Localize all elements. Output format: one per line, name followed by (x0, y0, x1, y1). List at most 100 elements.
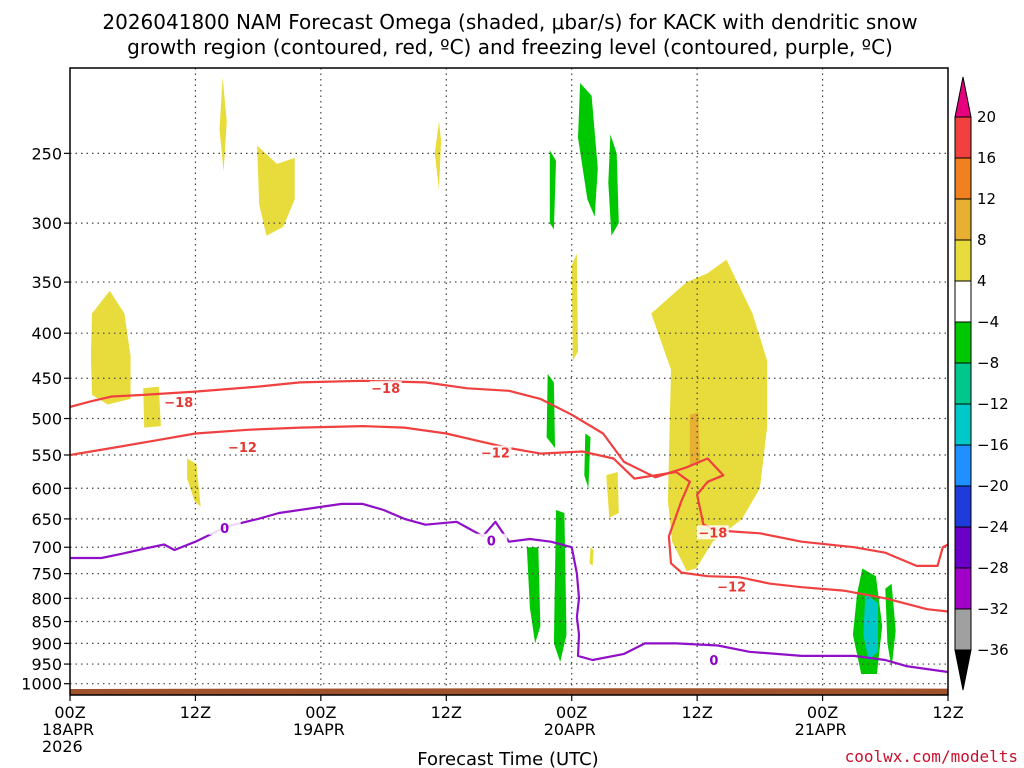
colorbar-bin-bottom (954, 649, 972, 691)
colorbar-label: 4 (977, 272, 987, 290)
freezing-contour-0-label: 0 (220, 522, 229, 537)
colorbar-bin (954, 362, 972, 405)
y-tick-label: 250 (31, 144, 62, 163)
omega-region-10 (589, 547, 594, 566)
colorbar-bin (954, 608, 972, 651)
x-axis-label: Forecast Time (UTC) (417, 749, 598, 768)
omega-region-17 (526, 547, 541, 644)
omega-region-3 (143, 386, 161, 428)
colorbar-bin (954, 567, 972, 610)
colorbar-bin (954, 157, 972, 200)
y-tick-label: 1000 (21, 675, 62, 694)
dgz-contour-1-label-bg (715, 579, 748, 594)
omega-region-5 (434, 121, 442, 190)
colorbar: 20 16 12 8 4 −4 −8 −12 −16 −20 −24 −28 −32 −36 (954, 76, 1009, 691)
dgz-contour-1-label-bg (226, 439, 259, 454)
omega-region-1 (257, 145, 295, 236)
y-tick-label: 400 (31, 324, 62, 343)
chart-title-line1: 2026041800 NAM Forecast Omega (shaded, μ… (102, 10, 917, 34)
x-tick-label: 00Z (556, 703, 587, 722)
x-tick-label: 00Z (807, 703, 838, 722)
omega-region-14 (608, 134, 619, 236)
dgz-contour-0-label: −18 (164, 396, 193, 411)
freezing-contour-0-label: 0 (709, 654, 718, 669)
colorbar-label: −28 (977, 559, 1009, 577)
y-tick-label: 750 (31, 565, 62, 584)
colorbar-label: 20 (977, 108, 996, 126)
x-tick-label: 21APR (795, 720, 847, 739)
omega-region-2 (90, 290, 131, 405)
dgz-contour-1-label: −12 (481, 447, 510, 462)
y-tick-label: 850 (31, 613, 62, 632)
y-tick-label: 950 (31, 655, 62, 674)
x-tick-label: 18APR (42, 720, 94, 739)
x-tick-label: 12Z (431, 703, 462, 722)
credit-text: coolwx.com/modelts (845, 747, 1018, 766)
colorbar-bin (954, 403, 972, 446)
omega-region-13 (549, 150, 556, 230)
colorbar-label: −36 (977, 641, 1009, 659)
colorbar-bin-top (954, 76, 972, 118)
y-tick-label: 350 (31, 273, 62, 292)
x-tick-label: 2026 (42, 737, 83, 756)
colorbar-label: 12 (977, 190, 996, 208)
y-tick-label: 500 (31, 410, 62, 429)
plot-inner: −18 −18 −18 −12 −12 −12 0 0 0 (70, 68, 948, 695)
ground-terrain (70, 688, 948, 695)
omega-region-0 (219, 77, 227, 172)
y-tick-label: 600 (31, 479, 62, 498)
colorbar-label: −12 (977, 395, 1009, 413)
y-tick-label: 650 (31, 510, 62, 529)
axes: 250 300 350 400 450 500 550 600 650 700 750 800 850 9… (21, 67, 964, 756)
colorbar-bin (954, 526, 972, 569)
omega-region-20 (885, 583, 896, 669)
dgz-contour-1 (70, 425, 948, 613)
dgz-contour-0-label-bg (369, 381, 402, 396)
omega-region-6 (571, 253, 578, 361)
x-tick-label: 00Z (54, 703, 85, 722)
dgz-contour-0-label: −18 (371, 382, 400, 397)
colorbar-label: 8 (977, 231, 987, 249)
omega-region-4 (187, 458, 201, 507)
y-tick-label: 550 (31, 446, 62, 465)
chart-title-line2: growth region (contoured, red, ºC) and f… (127, 35, 893, 59)
colorbar-label: −20 (977, 477, 1009, 495)
colorbar-label: −32 (977, 600, 1009, 618)
colorbar-label: −16 (977, 436, 1009, 454)
omega-region-15 (546, 373, 555, 448)
colorbar-bin (954, 116, 972, 159)
y-tick-label: 800 (31, 589, 62, 608)
plot-area: −18 −18 −18 −12 −12 −12 0 0 0 (70, 68, 948, 695)
colorbar-bin (954, 198, 972, 241)
dgz-contour-1-label: −12 (717, 581, 746, 596)
x-tick-label: 12Z (681, 703, 712, 722)
dgz-contour-0-label: −18 (698, 526, 727, 541)
y-tick-label: 450 (31, 369, 62, 388)
y-tick-label: 700 (31, 538, 62, 557)
dgz-contour-0-label-bg (696, 525, 729, 540)
x-tick-label: 12Z (932, 703, 963, 722)
colorbar-bin (954, 280, 972, 323)
freezing-contour-0-label-bg (697, 653, 730, 668)
colorbar-bin (954, 239, 972, 282)
omega-region-16 (584, 433, 591, 489)
freezing-contour-0-label-bg (475, 533, 508, 548)
omega-region-7 (651, 259, 768, 572)
freezing-contour-0-label: 0 (487, 535, 496, 550)
y-tick-label: 900 (31, 634, 62, 653)
x-tick-label: 20APR (544, 720, 596, 739)
omega-region-8 (606, 472, 619, 518)
freezing-contour-0-label-bg (208, 520, 241, 535)
colorbar-label: −24 (977, 518, 1009, 536)
colorbar-label: −8 (977, 354, 999, 372)
x-tick-label: 19APR (293, 720, 345, 739)
colorbar-label: −4 (977, 313, 999, 331)
omega-region-18 (553, 510, 567, 663)
dgz-contour-0-label-bg (162, 394, 195, 409)
colorbar-label: 16 (977, 149, 996, 167)
plot-frame (69, 67, 949, 696)
x-tick-label: 12Z (180, 703, 211, 722)
dgz-contour-0 (70, 379, 948, 567)
colorbar-bin (954, 485, 972, 528)
